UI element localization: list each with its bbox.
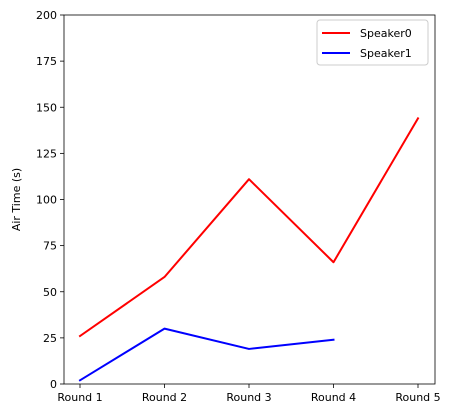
plot-area [64,15,435,384]
x-tick-label-1: Round 1 [57,391,102,404]
y-tick-label-100: 100 [36,194,57,207]
y-tick-label-50: 50 [43,286,57,299]
ticks-layer: 0 25 50 75 100 125 150 175 200 Round 1 Round 2 Roun… [36,9,441,404]
y-tick-label-25: 25 [43,332,57,345]
legend: Speaker0 Speaker1 [316,19,429,66]
y-tick-label-150: 150 [36,101,57,114]
series-line-speaker1 [78,327,335,382]
y-tick-label-175: 175 [36,55,57,68]
y-tick-label-125: 125 [36,147,57,160]
x-tick-label-3: Round 3 [226,391,271,404]
x-tick-label-4: Round 4 [311,391,356,404]
x-tick-label-2: Round 2 [142,391,187,404]
legend-label-speaker1: Speaker1 [360,47,412,60]
series-layer [78,116,420,382]
y-tick-label-200: 200 [36,9,57,22]
y-tick-label-0: 0 [50,378,57,391]
legend-label-speaker0: Speaker0 [360,27,412,40]
y-axis-label: Air Time (s) [10,168,23,231]
x-tick-label-5: Round 5 [395,391,440,404]
y-tick-label-75: 75 [43,240,57,253]
